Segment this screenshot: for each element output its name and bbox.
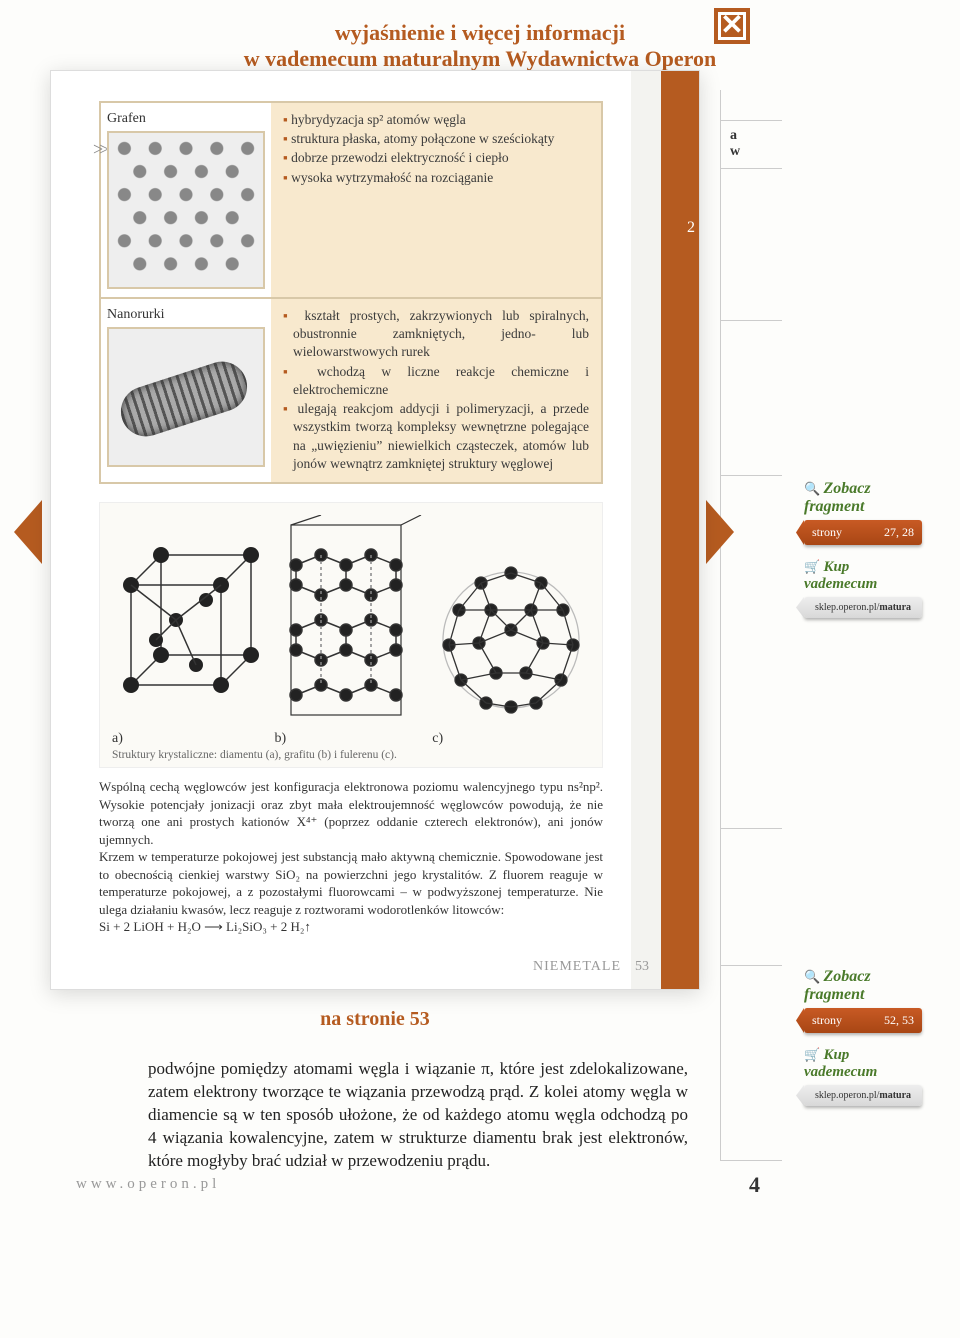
fig-label-a: a) [112,731,275,747]
continuation-marker: >> [93,139,105,160]
header-line-2: w vademecum maturalnym Wydawnictwa Opero… [0,46,960,72]
prev-page-button[interactable] [14,500,42,564]
property-item: struktura płaska, atomy połączone w sześ… [283,130,589,148]
close-button[interactable]: ✕ [714,8,750,44]
figure-labels: a) b) c) [108,731,594,747]
diamond-structure [111,525,261,725]
scroll-page-indicator: 2 [687,219,695,237]
property-item: kształt prostych, zakrzywionych lub spir… [283,307,589,362]
property-item: ulegają reakcjom addycji i polimeryzacji… [283,400,589,473]
material-properties-cell: kształt prostych, zakrzywionych lub spir… [271,299,601,482]
book-page-number: 53 [635,959,649,975]
material-name: Nanorurki [107,307,165,322]
material-name: Grafen [107,111,146,126]
pages-value: 52, 53 [884,1013,914,1028]
page-reference-strap: na stronie 53 [50,1000,700,1039]
buy-vademecum-link[interactable]: Kup vademecum [804,559,922,593]
close-icon: ✕ [718,12,746,40]
material-name-cell: Nanorurki [101,299,271,482]
header-line-1: wyjaśnienie i więcej informacji [0,20,960,46]
property-item: wchodzą w liczne reakcje chemiczne i ele… [283,363,589,399]
pages-label: strony [812,525,842,540]
view-fragment-link[interactable]: Zobacz fragment [804,968,922,1004]
buy-vademecum-link[interactable]: Kup vademecum [804,1047,922,1081]
site-url: www.operon.pl [76,1176,220,1193]
body-paragraphs: Wspólną cechą węglowców jest konfiguracj… [99,778,603,936]
view-fragment-link[interactable]: Zobacz fragment [804,480,922,516]
graphite-structure [266,515,426,725]
fig-label-b: b) [275,731,433,747]
fullerene-structure [431,555,591,725]
chemical-equation: Si + 2 LiOH + H₂O ⟶ Li₂SiO₃ + 2 H₂↑ [99,918,603,936]
pages-badge[interactable]: strony 52, 53 [804,1008,922,1033]
side-badge-group: Zobacz fragment strony 27, 28 Kup vademe… [804,480,922,618]
property-item: dobrze przewodzi elektryczność i ciepło [283,149,589,167]
property-item: wysoka wytrzymałość na rozciąganie [283,169,589,187]
next-page-button[interactable] [706,500,734,564]
scroll-track[interactable] [631,71,661,989]
nanotube-structure-image [107,327,265,467]
side-badge-group: Zobacz fragment strony 52, 53 Kup vademe… [804,968,922,1106]
materials-table: Grafen hybrydyzacja sp² atomów węgla str… [99,101,603,484]
bg-header-fragment: a w [730,128,770,160]
paragraph-1: Wspólną cechą węglowców jest konfiguracj… [99,778,603,848]
bg-answer-text: podwójne pomiędzy atomami węgla i wiązan… [148,1058,688,1173]
shop-link[interactable]: sklep.operon.pl/matura [804,597,922,618]
material-name-cell: Grafen [101,103,271,297]
modal-body: >> Grafen hybrydyzacja sp² atomów węgla … [51,71,631,989]
table-row: Nanorurki kształt prostych, zakrzywionyc… [101,299,601,482]
pages-badge[interactable]: strony 27, 28 [804,520,922,545]
vademecum-modal: 2 >> Grafen hybrydyzacja sp² atomów węgl… [50,70,700,990]
pages-label: strony [812,1013,842,1028]
fig-label-c: c) [432,731,590,747]
figure-caption: Struktury krystaliczne: diamentu (a), gr… [108,747,594,761]
material-properties-cell: hybrydyzacja sp² atomów węgla struktura … [271,103,601,297]
bg-column-divider [720,90,790,1160]
scroll-bar[interactable]: 2 [661,71,699,989]
section-name: NIEMETALE [533,959,621,975]
property-item: hybrydyzacja sp² atomów węgla [283,111,589,129]
table-row: Grafen hybrydyzacja sp² atomów węgla str… [101,103,601,299]
shop-link[interactable]: sklep.operon.pl/matura [804,1085,922,1106]
pages-value: 27, 28 [884,525,914,540]
graphene-structure-image [107,131,265,289]
paragraph-2: Krzem w temperaturze pokojowej jest subs… [99,848,603,918]
crystal-structures-figure: a) b) c) Struktury krystaliczne: diament… [99,502,603,768]
page-number: 4 [749,1172,760,1198]
